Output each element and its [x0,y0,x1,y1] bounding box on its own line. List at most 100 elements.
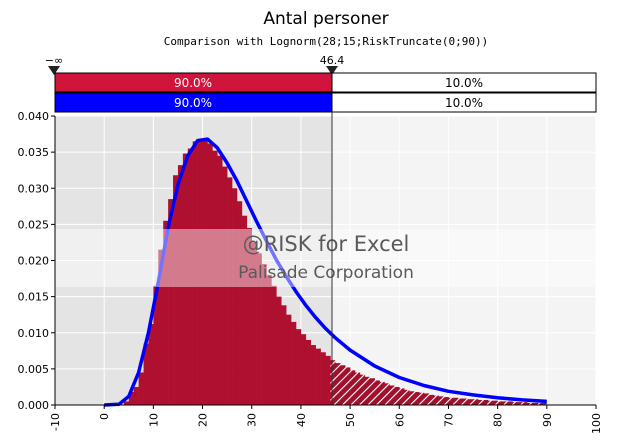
histogram-bar [123,401,130,405]
histogram-bar [241,215,248,405]
histogram-bar [364,376,371,405]
histogram-bar [281,305,287,405]
histogram-bar [310,345,316,405]
histogram-bar [389,385,395,405]
histogram-bar [266,274,272,405]
histogram-bar [438,396,444,405]
probability-band-2: 90.0% 10.0% [54,92,597,113]
y-tick-label: 0.005 [18,363,50,376]
x-tick-label: 30 [246,413,259,427]
band2-right-percent: 10.0% [445,96,483,110]
x-tick-label: 70 [442,413,455,427]
histogram-bar [477,399,484,405]
histogram-bar [536,402,543,405]
histogram-bar [197,139,203,405]
histogram-bar [138,372,144,405]
histogram-bar [369,378,375,405]
left-delimiter-marker[interactable] [48,66,60,75]
histogram-bar [173,175,179,405]
y-tick-label: 0.030 [18,182,50,195]
histogram-bar [492,400,498,405]
histogram-bar [128,391,134,405]
histogram-bar [276,296,282,405]
histogram-bar [374,380,380,405]
histogram-bar [453,397,459,405]
histogram-bar [271,285,277,405]
histogram-bar [291,321,297,405]
histogram-bar [404,389,410,405]
fit-curve-lognorm [104,137,547,407]
histogram-bar [168,199,174,405]
histogram-bar [379,381,385,405]
histogram-bar [222,166,228,405]
left-delimiter-label: −∞ [45,54,63,67]
y-tick-label: 0.035 [18,146,50,159]
histogram-bar [300,334,307,405]
histogram-bar [153,285,159,405]
histogram-bar [463,398,469,405]
histogram-bar [320,352,326,405]
x-tick-label: 20 [197,413,210,427]
histogram-bar [177,165,184,405]
histogram-bar [212,150,218,405]
histogram-bar [148,324,154,405]
x-tick-labels: -10 0 10 20 30 40 50 60 70 80 90 100 [49,405,603,434]
histogram-bar [350,370,356,405]
x-tick-label: 50 [344,413,357,427]
histogram-bar [384,383,390,405]
y-tick-label: 0.040 [18,110,50,123]
chart-title: Antal personer [263,9,388,29]
histogram-bar [305,339,312,405]
y-tick-label: 0.015 [18,291,50,304]
histogram-bar [473,399,479,405]
histogram-bar [522,402,528,405]
histogram-bar [227,177,233,405]
histogram-bar [423,393,430,405]
x-tick-label: 40 [295,413,308,427]
band2-left-percent: 90.0% [174,96,212,110]
histogram-bar [261,264,267,405]
x-tick-label: 60 [393,413,406,427]
watermark-band [55,229,596,287]
band1-right-percent: 10.0% [445,76,483,90]
histogram-bar [163,220,169,405]
histogram-bar [182,153,189,405]
watermark-line1: @RISK for Excel [243,232,410,256]
histogram-bar [202,140,208,405]
histogram-bar [251,242,257,405]
watermark-line2: Palisade Corporation [238,263,414,283]
histogram-bar [192,141,198,405]
histogram-bar [418,392,425,405]
probability-band-1: 90.0% 10.0% [54,72,597,93]
y-tick-labels: 0.000 0.005 0.010 0.015 0.020 0.025 0.030 0.035… [18,110,55,412]
histogram-bar [512,402,518,405]
x-tick-label: 80 [492,413,505,427]
histogram-bar [468,399,474,405]
histogram-bar [527,402,533,405]
x-tick-label: -10 [49,413,62,431]
histogram-bar [335,363,341,405]
histogram-bar [359,374,366,405]
histogram-bar [458,398,464,405]
grid [54,115,597,406]
histogram-bar [428,394,434,405]
histogram-bar [399,388,405,405]
right-delimiter-marker[interactable] [326,66,338,75]
histogram-bar [517,402,523,405]
histogram-bar [355,372,361,405]
histogram-bar [497,401,503,405]
histogram-bar [143,343,149,405]
histogram-bar [330,360,336,405]
histogram-bar [295,329,302,405]
histogram-bar [236,201,243,405]
right-delimiter-label: 46.4 [320,54,345,67]
chart-subtitle: Comparison with Lognorm(28;15;RiskTrunca… [164,35,489,48]
x-tick-label: 0 [98,413,111,420]
x-tick-label: 90 [541,413,554,427]
histogram-bar [443,397,449,405]
histogram-bar [187,148,194,405]
band1-left-percent: 90.0% [174,76,212,90]
histogram-bar [133,386,139,405]
histogram-bar [232,188,238,405]
